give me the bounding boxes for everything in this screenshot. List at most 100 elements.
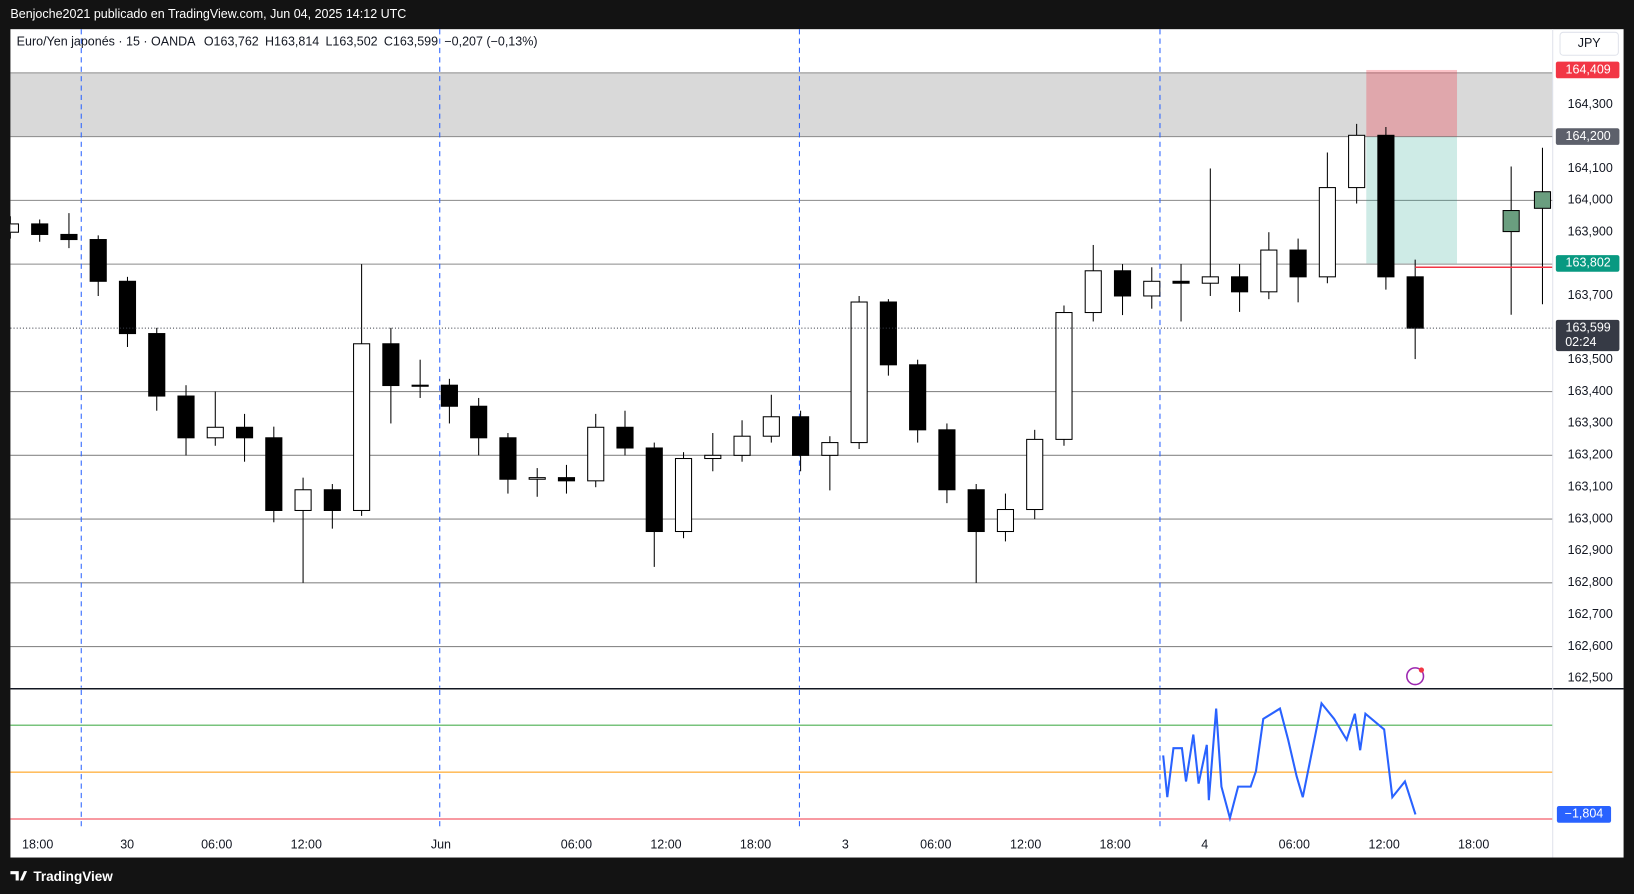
candle-body (382, 343, 400, 387)
candle-body (1533, 191, 1552, 209)
risk-box (1366, 69, 1458, 137)
y-tick-label: 162,900 (1568, 543, 1613, 557)
x-tick-label: 12:00 (1010, 837, 1041, 851)
candle-body (909, 364, 927, 431)
y-tick-label: 163,700 (1568, 288, 1613, 302)
price-badge (1555, 255, 1620, 272)
candle-body (1231, 276, 1249, 293)
y-tick-label: 164,300 (1568, 97, 1613, 111)
candle-body (1113, 270, 1132, 297)
candle-body (118, 280, 137, 335)
x-tick-label: 06:00 (1279, 837, 1310, 851)
candle-body (1502, 210, 1520, 233)
x-tick-label: 18:00 (1100, 837, 1131, 851)
candle-body (294, 489, 312, 511)
candle-body (1260, 249, 1278, 293)
x-tick-label: 06:00 (561, 837, 592, 851)
candle-body (440, 384, 458, 407)
candle-body (528, 477, 546, 480)
y-tick-label: 162,700 (1568, 607, 1613, 621)
x-tick-label: 30 (120, 837, 134, 851)
candle-body (206, 426, 224, 439)
legend-key: H (265, 35, 274, 49)
candle-body (1289, 249, 1307, 278)
price-badge-label: 163,599 (1566, 320, 1611, 334)
candle-body (1406, 276, 1424, 329)
x-tick-label: 3 (842, 837, 849, 851)
candle-body (1318, 187, 1336, 278)
brand: TradingView (33, 869, 113, 884)
candle-body (792, 416, 810, 456)
candle-body (499, 437, 517, 480)
x-tick-label: 06:00 (920, 837, 951, 851)
logo-mark (10, 871, 28, 881)
y-tick-label: 164,000 (1568, 193, 1613, 207)
x-tick-label: 18:00 (22, 837, 53, 851)
candle-body (1084, 270, 1102, 314)
price-badge (1555, 319, 1620, 352)
indicator-last-label: −1,804 (1565, 807, 1604, 821)
candle-body (1143, 280, 1161, 297)
y-tick-label: 163,200 (1568, 448, 1613, 462)
candle-body (148, 333, 166, 397)
legend-key: O (204, 35, 214, 49)
x-tick-label: 12:00 (1369, 837, 1400, 851)
candle-body (821, 442, 839, 456)
candle-body (470, 405, 488, 439)
candle-body (879, 301, 897, 366)
x-tick-label: 12:00 (650, 837, 681, 851)
x-tick-label: Jun (431, 837, 451, 851)
candle-body (616, 426, 634, 449)
x-tick-label: 18:00 (1458, 837, 1489, 851)
footer-logo: TradingView (10, 869, 113, 884)
legend-value: 163,599 (393, 35, 438, 49)
indicator-line (1162, 701, 1417, 823)
candle-body (411, 384, 429, 387)
countdown: 02:24 (1565, 335, 1596, 349)
y-tick-label: 164,100 (1568, 161, 1613, 175)
candle-body (733, 435, 751, 456)
candle-body (1055, 312, 1073, 440)
y-tick-label: 162,600 (1568, 639, 1613, 653)
candle-body (557, 477, 576, 482)
currency-box (1559, 31, 1619, 56)
candle-body (1026, 438, 1044, 511)
supply-zone (10, 72, 1553, 137)
candle-body (31, 223, 49, 235)
y-tick-label: 162,500 (1568, 671, 1613, 685)
symbol: Euro/Yen japonés · 15 · OANDA (17, 35, 196, 49)
legend-key: C (384, 35, 393, 49)
candle-body (235, 426, 254, 439)
candle-body (89, 239, 107, 282)
y-tick-label: 163,300 (1568, 416, 1613, 430)
price-badge (1555, 61, 1620, 79)
candle-body (938, 429, 956, 491)
price-badge-label: 164,200 (1566, 129, 1611, 143)
x-tick-label: 4 (1201, 837, 1208, 851)
y-tick-label: 162,800 (1568, 575, 1613, 589)
y-tick-label: 163,900 (1568, 225, 1613, 239)
publish-caption: Benjoche2021 publicado en TradingView.co… (10, 7, 406, 21)
candle-body (850, 301, 868, 444)
candle-body (1377, 134, 1395, 278)
candle-body (645, 447, 663, 533)
y-tick-label: 163,100 (1568, 480, 1613, 494)
candle-body (674, 457, 693, 533)
ohlc-legend: Euro/Yen japonés · 15 · OANDA O163,762 H 16… (17, 35, 538, 49)
alert-icon[interactable] (1406, 667, 1425, 686)
candle-body (60, 233, 78, 241)
legend-value: 163,502 (332, 35, 377, 49)
price-badge (1555, 128, 1620, 145)
price-badge-label: 163,802 (1566, 256, 1611, 270)
candle-body (996, 508, 1015, 533)
candle-body (704, 454, 722, 460)
candle-body (762, 416, 780, 437)
x-tick-label: 18:00 (740, 837, 771, 851)
candle-body (1201, 276, 1219, 284)
legend-value: 163,762 (214, 35, 259, 49)
currency: JPY (1578, 36, 1602, 50)
indicator-pane (10, 689, 1553, 829)
price-badge-label: 164,409 (1566, 62, 1611, 76)
